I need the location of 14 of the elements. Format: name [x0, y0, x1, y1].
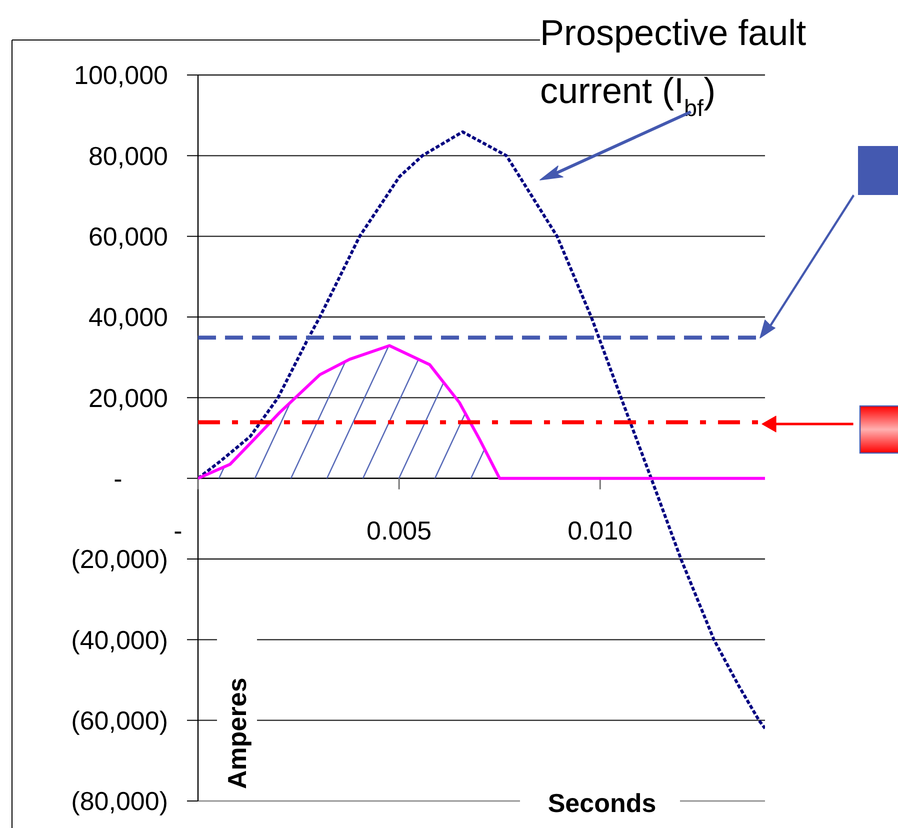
y-tick-label: 40,000 [88, 302, 168, 332]
y-tick-label: 80,000 [88, 140, 168, 171]
y-tick-label: 20,000 [88, 382, 168, 413]
y-tick-label: (40,000) [71, 624, 168, 655]
y-tick-label: 100,000 [74, 60, 168, 90]
y-tick-label: (80,000) [71, 786, 168, 816]
y-tick-label: (20,000) [71, 544, 168, 574]
y-tick-label: - [114, 463, 122, 494]
x-axis-title: Seconds [548, 788, 656, 818]
y-tick-label: 60,000 [88, 221, 168, 252]
y-tick-label: (60,000) [71, 705, 168, 736]
y-axis-title: Amperes [222, 678, 252, 789]
x-tick-label: 0.010 [568, 515, 633, 546]
x-tick-label: 0.005 [366, 515, 432, 546]
